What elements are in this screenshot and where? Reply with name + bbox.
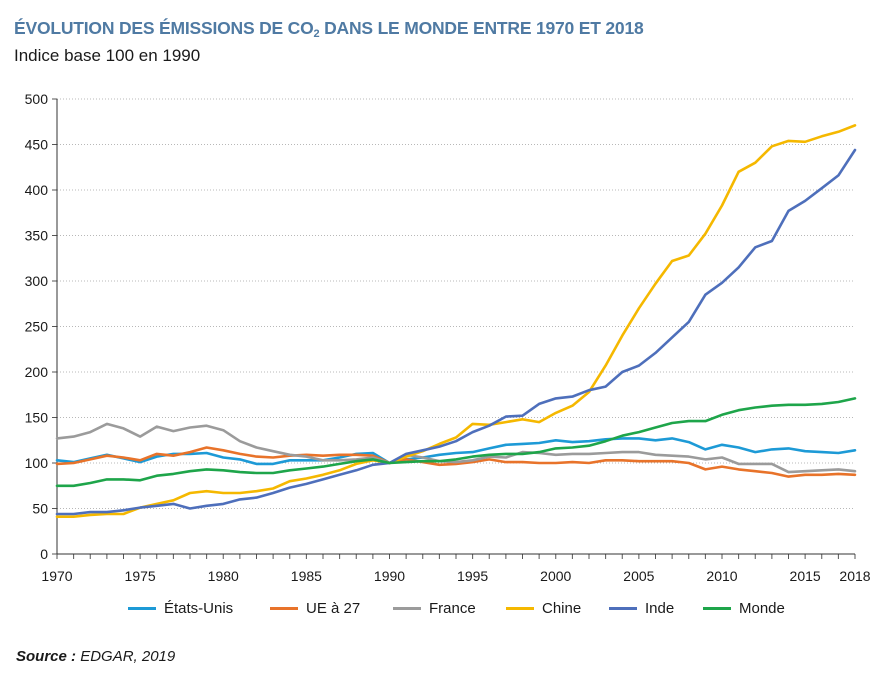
legend-item-inde: Inde bbox=[609, 600, 674, 617]
legend-swatch bbox=[703, 607, 731, 610]
x-tick-label: 1985 bbox=[291, 568, 322, 584]
y-tick-label: 150 bbox=[25, 410, 49, 426]
series-line-monde bbox=[55, 397, 857, 488]
legend-label: Inde bbox=[645, 600, 675, 617]
x-tick-label: 1990 bbox=[374, 568, 405, 584]
legend-item-monde: Monde bbox=[703, 600, 785, 617]
legend-label: États-Unis bbox=[164, 600, 234, 617]
x-tick-label: 1980 bbox=[208, 568, 239, 584]
x-tick-label: 2015 bbox=[790, 568, 821, 584]
y-tick-label: 300 bbox=[25, 273, 49, 289]
source-label: Source : bbox=[16, 648, 77, 665]
y-tick-label: 0 bbox=[40, 546, 48, 562]
line-chart: 0 50 100 150 200 250 300 350 400 450 500 1970 1975 19… bbox=[25, 91, 871, 584]
legend-label: Monde bbox=[739, 600, 785, 617]
series-line-chine bbox=[55, 124, 857, 519]
source-text: EDGAR, 2019 bbox=[80, 648, 176, 665]
axes bbox=[52, 98, 856, 559]
chart-title-main: ÉVOLUTION DES ÉMISSIONS DE CO bbox=[14, 18, 314, 38]
x-tick-label: 2010 bbox=[706, 568, 737, 584]
source-note: Source : EDGAR, 2019 bbox=[16, 648, 175, 665]
y-tick-label: 400 bbox=[25, 182, 49, 198]
legend-swatch bbox=[506, 607, 534, 610]
x-tick-label: 1970 bbox=[41, 568, 72, 584]
legend-swatch bbox=[270, 607, 298, 610]
y-tick-label: 200 bbox=[25, 364, 49, 380]
legend-label: France bbox=[429, 600, 476, 617]
legend-label: Chine bbox=[542, 600, 582, 617]
x-tick-label: 2005 bbox=[623, 568, 654, 584]
series-line-ue-a-27 bbox=[55, 446, 857, 478]
chart-subtitle: Indice base 100 en 1990 bbox=[14, 46, 201, 65]
chart-title: ÉVOLUTION DES ÉMISSIONS DE CO2 DANS LE M… bbox=[14, 18, 644, 40]
y-tick-label: 350 bbox=[25, 228, 49, 244]
x-tick-label: 2000 bbox=[540, 568, 571, 584]
y-tick-label: 500 bbox=[25, 91, 49, 107]
y-tick-label: 250 bbox=[25, 319, 49, 335]
chart-legend: États-Unis UE à 27 France Chine Inde Monde bbox=[0, 600, 889, 624]
legend-swatch bbox=[393, 607, 421, 610]
chart-title-end: DANS LE MONDE ENTRE 1970 ET 2018 bbox=[319, 18, 644, 38]
y-tick-label: 100 bbox=[25, 455, 49, 471]
legend-label: UE à 27 bbox=[306, 600, 361, 617]
chart-title-subscript: 2 bbox=[313, 28, 320, 40]
x-tick-label: 1975 bbox=[125, 568, 156, 584]
legend-item-ue-a-27: UE à 27 bbox=[270, 600, 360, 617]
legend-swatch bbox=[128, 607, 156, 610]
x-tick-label: 2018 bbox=[839, 568, 870, 584]
y-tick-label: 50 bbox=[32, 501, 48, 517]
series-line-inde bbox=[55, 148, 857, 516]
legend-item-etats-unis: États-Unis bbox=[128, 600, 233, 617]
series-line-france bbox=[55, 422, 857, 474]
x-tick-label: 1995 bbox=[457, 568, 488, 584]
series-lines bbox=[55, 124, 857, 519]
series-line-etats-unis bbox=[55, 437, 857, 466]
legend-item-france: France bbox=[393, 600, 476, 617]
y-tick-label: 450 bbox=[25, 137, 49, 153]
tick-labels: 0 50 100 150 200 250 300 350 400 450 500 1970 1975 19… bbox=[25, 91, 871, 584]
legend-item-chine: Chine bbox=[506, 600, 581, 617]
legend-swatch bbox=[609, 607, 637, 610]
